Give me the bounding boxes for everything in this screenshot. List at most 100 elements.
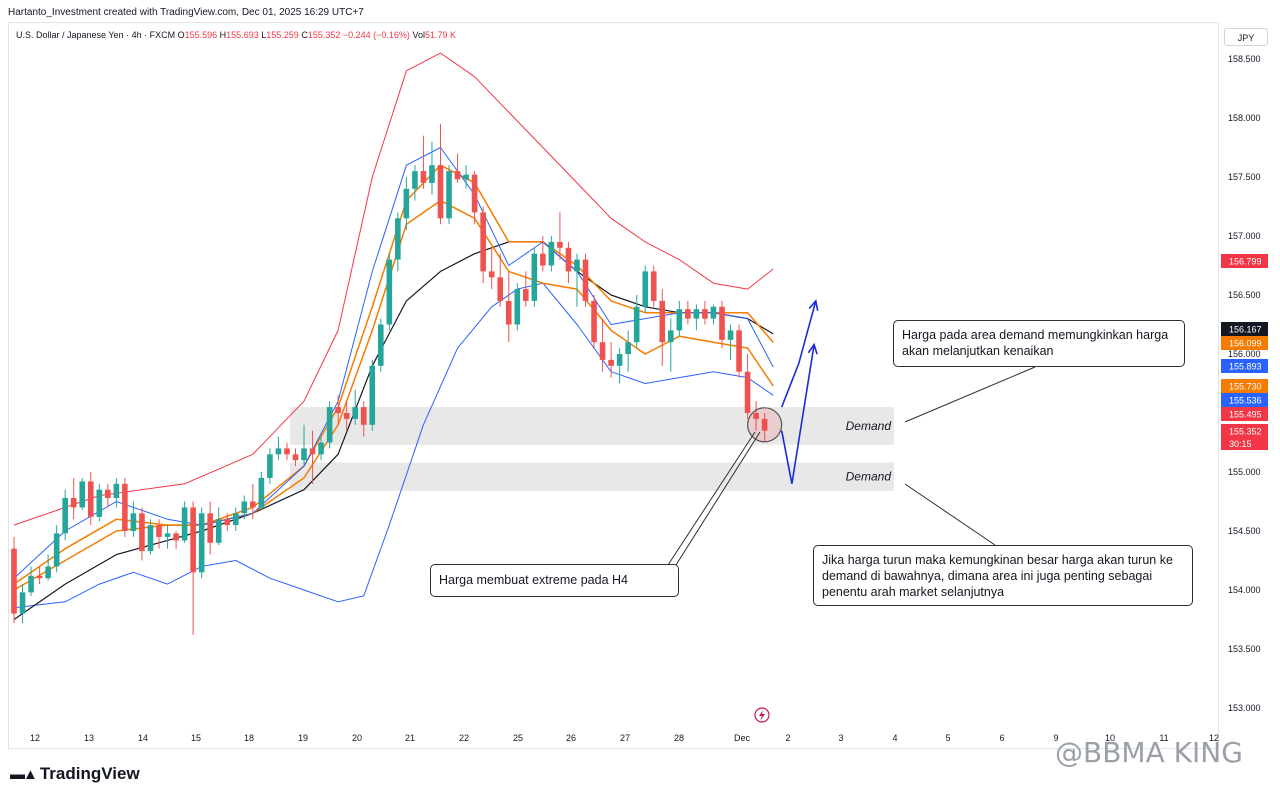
price-label-box [1221, 424, 1268, 438]
x-tick-label: 22 [459, 733, 469, 743]
candle-body [505, 300, 512, 325]
credit-text: Hartanto_Investment created with Trading… [8, 7, 364, 18]
candle-body [335, 407, 341, 413]
candle-body [540, 253, 546, 266]
x-tick-label: 20 [352, 733, 362, 743]
candle-body [659, 300, 666, 343]
event-lightning-icon [754, 707, 770, 723]
chart-frame [8, 22, 1219, 749]
volume-value: 51.79 K [424, 30, 456, 40]
logo-text: TradingView [39, 764, 140, 783]
candle-body [480, 212, 486, 272]
candle-body [198, 513, 205, 573]
candle-body [45, 566, 51, 579]
tradingview-logo[interactable]: ▬▲ TradingView [10, 764, 140, 784]
candle-body [761, 418, 768, 431]
price-label-box [1221, 359, 1268, 373]
countdown-box [1221, 438, 1268, 450]
candle-body [96, 489, 103, 517]
close-label: C [301, 30, 308, 40]
candle-body [420, 171, 427, 183]
candle-body [207, 513, 213, 543]
y-tick-label: 154.000 [1228, 585, 1261, 595]
price-label: 155.352 [1229, 427, 1262, 437]
demand-label-1: Demand [846, 419, 892, 433]
candle-body [87, 481, 94, 517]
candle-body [156, 525, 162, 537]
candle-body [693, 309, 700, 319]
x-tick-label: 2 [785, 733, 790, 743]
candle-body [301, 448, 307, 461]
candle-body [565, 247, 572, 272]
candle-body [326, 407, 333, 443]
demand-zone-2 [290, 462, 894, 491]
currency-button[interactable]: JPY [1224, 28, 1268, 46]
candle-body [62, 497, 68, 534]
x-tick-label: 12 [30, 733, 40, 743]
candle-body [224, 519, 231, 526]
candle-body [11, 548, 17, 614]
y-tick-label: 157.000 [1228, 231, 1261, 241]
high-value: 155.693 [226, 30, 259, 40]
price-label: 155.893 [1229, 362, 1262, 372]
candle-body [727, 330, 734, 340]
x-tick-label: 11 [1159, 733, 1168, 743]
y-tick-label: 156.500 [1228, 290, 1261, 300]
candle-body [28, 575, 34, 593]
candle-body [668, 330, 674, 343]
candle-body [250, 501, 256, 508]
x-tick-label: 18 [244, 733, 254, 743]
candle-body [574, 259, 580, 272]
projection-arrow-1 [780, 300, 817, 408]
y-tick-label: 158.000 [1228, 113, 1261, 123]
candle-body [105, 489, 111, 498]
volume-label: Vol [412, 30, 425, 40]
price-label-box [1221, 407, 1268, 421]
candle-body [719, 306, 725, 340]
x-tick-label: 19 [298, 733, 308, 743]
price-label: 155.730 [1229, 382, 1262, 392]
symbol-info: U.S. Dollar / Japanese Yen · 4h · FXCM O… [16, 30, 456, 40]
candle-body [608, 359, 614, 366]
candle-body [241, 501, 248, 514]
candle-body [173, 533, 179, 541]
price-label-box [1221, 254, 1268, 268]
x-tick-label: Dec [734, 733, 751, 743]
candle-body [130, 513, 137, 531]
x-tick-label: 13 [84, 733, 94, 743]
price-label: 156.099 [1229, 339, 1262, 349]
high-label: H [219, 30, 227, 40]
price-label: 155.536 [1229, 396, 1262, 406]
y-tick-label: 154.500 [1228, 526, 1261, 536]
note1-connector [904, 366, 1036, 423]
candle-body [497, 277, 504, 301]
candle-body [736, 330, 742, 372]
candle-body [403, 188, 410, 219]
x-tick-label: 21 [405, 733, 415, 743]
x-tick-label: 27 [620, 733, 630, 743]
candle-body [591, 300, 597, 343]
candle-body [386, 259, 393, 325]
candle-body [616, 354, 623, 366]
low-label: L [261, 30, 267, 40]
candle-body [685, 309, 691, 319]
candle-body [437, 165, 444, 219]
candle-body [70, 497, 77, 508]
projection-arrow-2 [780, 344, 815, 484]
candle-body [284, 448, 290, 455]
x-tick-label: 3 [838, 733, 843, 743]
candle-body [267, 454, 273, 478]
candle-body [190, 507, 196, 573]
candle-body [53, 533, 60, 567]
candle-body [710, 306, 717, 319]
candle-body [232, 513, 239, 526]
projection-arrowhead-2 [807, 342, 818, 355]
lightning-glyph [759, 710, 765, 721]
candle-body [215, 519, 222, 543]
watermark: @BBMA KING [1055, 736, 1243, 769]
candle-body [147, 525, 154, 552]
candle-body [309, 448, 316, 455]
candle-body [744, 371, 751, 413]
y-tick-label: 153.500 [1228, 644, 1261, 654]
